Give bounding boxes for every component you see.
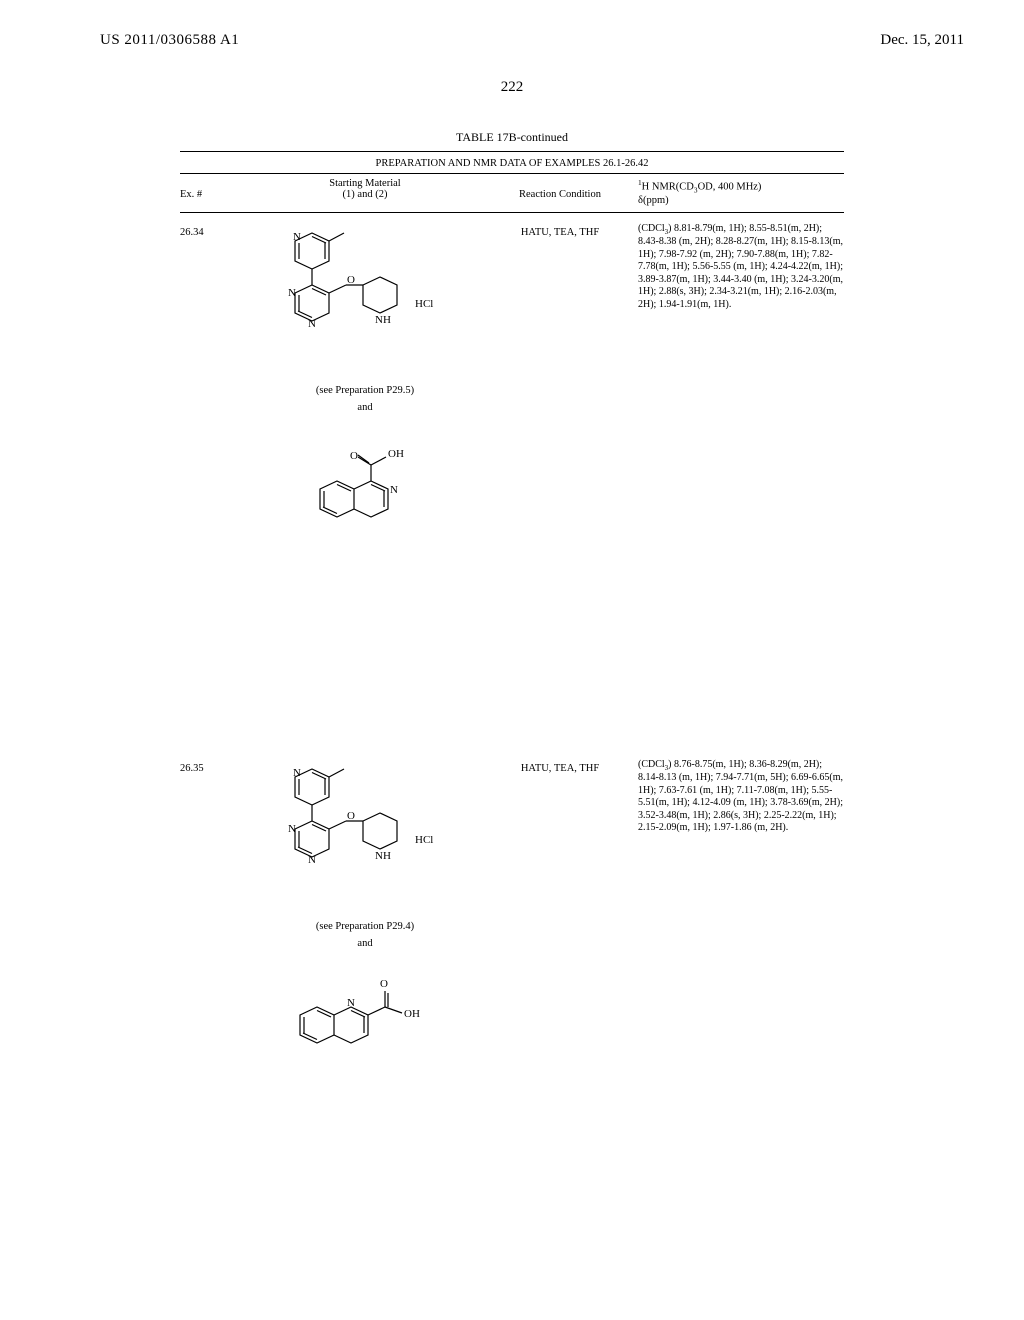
svg-text:O: O [350, 450, 358, 462]
example-number: 26.34 [180, 223, 240, 238]
svg-text:N: N [288, 287, 296, 299]
col-header-reaction: Reaction Condition [490, 178, 630, 206]
publication-date: Dec. 15, 2011 [880, 32, 964, 49]
svg-text:NH: NH [375, 314, 391, 326]
svg-text:N: N [308, 854, 316, 866]
svg-text:O: O [347, 810, 355, 822]
svg-text:NH: NH [375, 850, 391, 862]
reaction-condition: HATU, TEA, THF [490, 759, 630, 774]
and-label: and [240, 402, 490, 413]
column-headers: Ex. # Starting Material (1) and (2) Reac… [180, 174, 844, 212]
svg-text:O: O [380, 978, 388, 990]
table-row: 26.34 [180, 213, 844, 539]
svg-text:N: N [390, 484, 398, 496]
svg-text:N: N [347, 997, 355, 1009]
table-container: PREPARATION AND NMR DATA OF EXAMPLES 26.… [180, 151, 844, 1065]
svg-text:N: N [308, 318, 316, 330]
table-caption: PREPARATION AND NMR DATA OF EXAMPLES 26.… [180, 152, 844, 173]
chemical-structure-icon: N O OH [280, 955, 450, 1065]
chemical-structure-icon: N N N O NH HCl [260, 223, 470, 373]
table-title: TABLE 17B-continued [0, 130, 1024, 145]
and-label: and [240, 938, 490, 949]
col-header-ex: Ex. # [180, 178, 240, 206]
publication-number: US 2011/0306588 A1 [100, 32, 239, 49]
nmr-data: (CDCl3) 8.81-8.79(m, 1H); 8.55-8.51(m, 2… [630, 223, 844, 312]
chemical-structure-icon: N N N O NH HCl [260, 759, 470, 909]
svg-text:N: N [293, 767, 301, 779]
svg-text:OH: OH [388, 448, 404, 460]
svg-text:HCl: HCl [415, 834, 433, 846]
starting-material: N N N O NH HCl (see Preparation P29.4) a… [240, 759, 490, 1065]
svg-text:OH: OH [404, 1008, 420, 1020]
nmr-data: (CDCl3) 8.76-8.75(m, 1H); 8.36-8.29(m, 2… [630, 759, 844, 835]
preparation-note: (see Preparation P29.5) [240, 385, 490, 396]
svg-text:HCl: HCl [415, 298, 433, 310]
page-number: 222 [0, 79, 1024, 96]
col-header-nmr: 1H NMR(CD3OD, 400 MHz) δ(ppm) [630, 178, 844, 206]
svg-text:N: N [293, 231, 301, 243]
example-number: 26.35 [180, 759, 240, 774]
svg-text:O: O [347, 274, 355, 286]
col-header-material: Starting Material (1) and (2) [240, 178, 490, 206]
starting-material: N N N O NH HCl (see Preparation P29.5) a… [240, 223, 490, 539]
table-row: 26.35 N N N O NH HCl [180, 749, 844, 1065]
preparation-note: (see Preparation P29.4) [240, 921, 490, 932]
reaction-condition: HATU, TEA, THF [490, 223, 630, 238]
svg-text:N: N [288, 823, 296, 835]
chemical-structure-icon: O OH N [290, 419, 440, 539]
